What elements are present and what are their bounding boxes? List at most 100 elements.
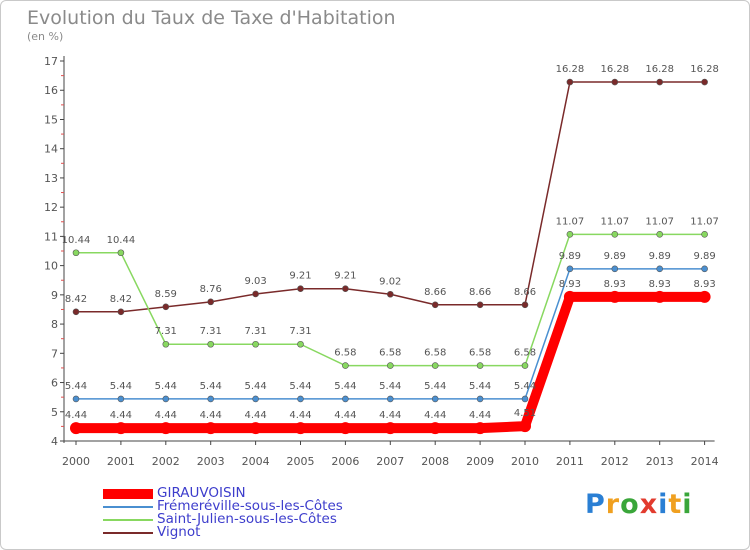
data-label: 9.21	[289, 271, 311, 282]
data-point	[294, 422, 307, 435]
data-label: 8.42	[65, 294, 87, 305]
legend-swatch	[103, 505, 153, 508]
data-label: 16.28	[645, 64, 674, 75]
y-tick-label: 5	[51, 406, 58, 419]
x-tick-label: 2008	[421, 455, 449, 468]
data-point	[521, 395, 529, 403]
y-tick-label: 13	[44, 172, 58, 185]
logo-letter: P	[585, 489, 606, 520]
data-point	[566, 78, 574, 86]
data-label: 16.28	[556, 64, 585, 75]
y-tick-label: 16	[44, 84, 58, 97]
y-tick-label: 17	[44, 55, 58, 68]
data-point	[653, 290, 666, 303]
logo-letter: i	[682, 489, 693, 520]
x-tick-label: 2001	[107, 455, 135, 468]
data-point	[566, 231, 574, 238]
data-label: 6.58	[379, 348, 401, 359]
data-label: 7.31	[200, 326, 222, 337]
data-point	[431, 395, 439, 403]
data-point	[566, 265, 574, 273]
legend-item: Saint-Julien-sous-les-Côtes	[103, 511, 343, 527]
data-label: 7.31	[289, 326, 311, 337]
data-label: 5.44	[424, 381, 446, 392]
data-label: 16.28	[690, 64, 719, 75]
data-label: 9.89	[604, 251, 626, 262]
data-point	[207, 340, 214, 348]
data-point	[117, 395, 125, 403]
data-point	[252, 340, 259, 348]
legend-item: Vignot	[103, 524, 343, 540]
x-tick-label: 2000	[62, 455, 90, 468]
logo-letter: o	[620, 489, 640, 520]
x-tick-label: 2012	[601, 455, 629, 468]
x-tick-label: 2010	[511, 455, 539, 468]
data-label: 9.89	[649, 251, 671, 262]
data-label: 5.44	[514, 381, 536, 392]
legend-item: Frémeréville-sous-les-Côtes	[103, 498, 343, 514]
data-point	[72, 308, 80, 316]
y-tick-label: 10	[44, 260, 58, 273]
data-point	[611, 231, 619, 238]
y-tick-label: 7	[51, 347, 58, 360]
data-point	[249, 422, 262, 435]
x-tick-label: 2004	[242, 455, 270, 468]
data-label: 4.44	[200, 410, 222, 421]
data-label: 4.44	[244, 410, 266, 421]
data-label: 9.21	[334, 271, 356, 282]
data-label: 11.07	[556, 216, 585, 227]
y-tick-label: 12	[44, 201, 58, 214]
y-tick-label: 11	[44, 230, 58, 243]
chart-title: Evolution du Taux de Taxe d'Habitation	[27, 7, 396, 29]
data-point	[519, 420, 531, 433]
data-label: 7.31	[244, 326, 266, 337]
data-point	[117, 308, 125, 316]
data-point	[386, 362, 394, 369]
data-point	[431, 301, 439, 309]
data-point	[342, 285, 349, 293]
data-label: 8.59	[155, 289, 177, 300]
data-point	[608, 290, 621, 303]
data-label: 10.44	[62, 235, 91, 246]
data-label: 4.44	[289, 410, 311, 421]
data-label: 4.44	[379, 410, 401, 421]
data-point	[204, 422, 217, 435]
y-tick-label: 8	[51, 318, 58, 331]
data-label: 4.44	[65, 410, 87, 421]
data-label: 8.66	[514, 287, 536, 298]
data-point	[431, 362, 439, 369]
data-label: 8.66	[469, 287, 491, 298]
legend-label: Frémeréville-sous-les-Côtes	[157, 498, 343, 514]
data-label: 4.44	[155, 410, 177, 421]
legend-item: GIRAUVOISIN	[103, 486, 343, 500]
data-point	[521, 362, 529, 369]
data-point	[701, 231, 708, 238]
data-point	[159, 422, 172, 435]
legend-label: Vignot	[157, 524, 201, 540]
legend-label: Saint-Julien-sous-les-Côtes	[157, 511, 337, 527]
data-point	[656, 231, 664, 238]
data-point	[429, 422, 442, 435]
data-point	[521, 301, 529, 309]
data-point	[162, 340, 170, 348]
x-tick-label: 2011	[556, 455, 584, 468]
legend-swatch	[103, 531, 153, 534]
data-label: 5.44	[110, 381, 132, 392]
data-label: 6.58	[514, 348, 536, 359]
legend: GIRAUVOISIN Frémeréville-sous-les-Côtes Sa…	[103, 486, 343, 540]
x-tick-label: 2014	[691, 455, 719, 468]
data-label: 16.28	[600, 64, 629, 75]
data-point	[162, 395, 170, 403]
data-point	[70, 422, 82, 435]
x-tick-label: 2005	[287, 455, 315, 468]
data-point	[339, 422, 352, 435]
data-label: 8.93	[604, 279, 626, 290]
data-point	[297, 285, 304, 293]
data-label: 9.89	[693, 251, 715, 262]
data-label: 8.93	[559, 279, 581, 290]
data-label: 4.44	[334, 410, 356, 421]
data-label: 8.66	[424, 287, 446, 298]
data-label: 5.44	[244, 381, 266, 392]
proxiti-logo: Proxiti	[585, 489, 693, 520]
